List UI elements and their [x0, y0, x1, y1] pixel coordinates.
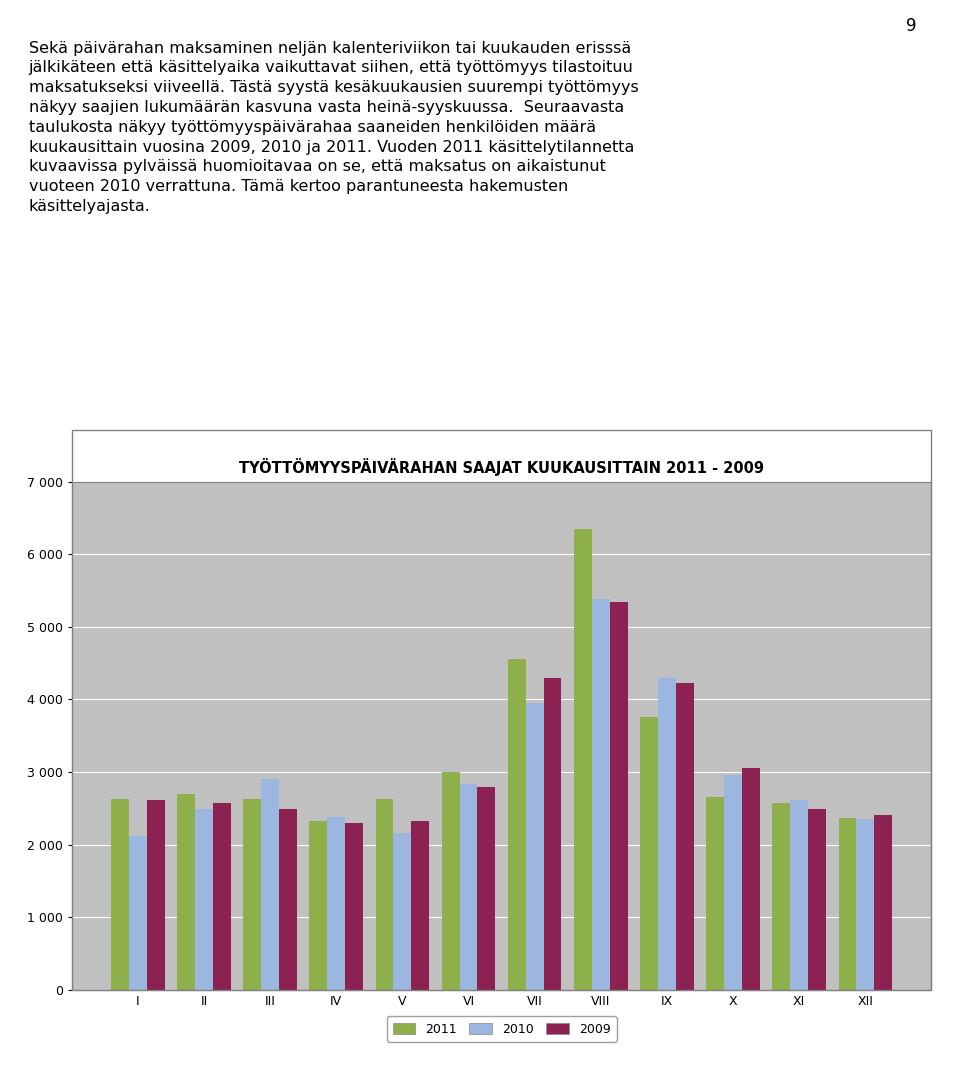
Bar [773, 804, 790, 990]
Bar [460, 783, 477, 990]
Bar [195, 809, 213, 990]
Bar [346, 823, 363, 990]
Bar [375, 799, 394, 990]
Bar [856, 820, 875, 990]
Bar [676, 683, 694, 990]
Bar [147, 800, 164, 990]
Bar [808, 809, 826, 990]
Bar [327, 817, 346, 990]
Bar [279, 809, 297, 990]
Bar [477, 788, 495, 990]
Bar [508, 659, 526, 990]
Bar [839, 819, 856, 990]
Bar [129, 836, 147, 990]
Bar [111, 799, 129, 990]
Bar [243, 799, 261, 990]
Bar [526, 703, 543, 990]
Bar [442, 771, 460, 990]
Bar [640, 718, 658, 990]
Bar [213, 804, 230, 990]
Bar [592, 599, 610, 990]
Bar [875, 815, 892, 990]
Bar [610, 602, 628, 990]
Bar [742, 767, 760, 990]
Bar [543, 677, 562, 990]
Bar [574, 529, 592, 990]
Text: 9: 9 [906, 17, 917, 35]
Bar [790, 799, 808, 990]
Bar [394, 832, 411, 990]
Legend: 2011, 2010, 2009: 2011, 2010, 2009 [387, 1016, 616, 1042]
Bar [309, 821, 327, 990]
Title: TYÖTTÖMYYSPÄIVÄRAHAN SAAJAT KUUKAUSITTAIN 2011 - 2009: TYÖTTÖMYYSPÄIVÄRAHAN SAAJAT KUUKAUSITTAI… [239, 458, 764, 476]
Bar [261, 779, 279, 990]
Bar [724, 775, 742, 990]
Text: Sekä päivärahan maksaminen neljän kalenteriviikon tai kuukauden erisssä
jälkikät: Sekä päivärahan maksaminen neljän kalent… [29, 41, 638, 214]
Bar [411, 821, 429, 990]
Bar [707, 797, 724, 990]
Bar [658, 677, 676, 990]
Bar [178, 794, 195, 990]
